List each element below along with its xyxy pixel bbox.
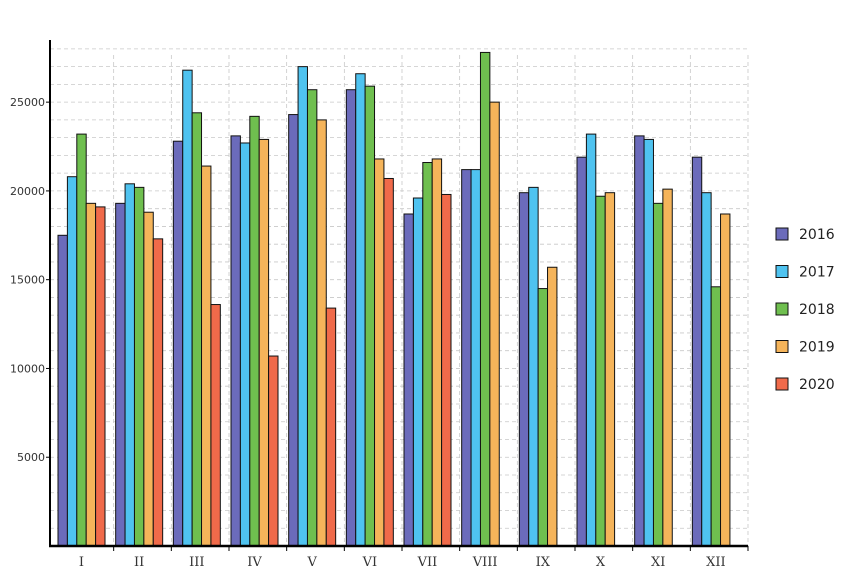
y-tick-label: 25000 (10, 96, 45, 109)
bar-2017-XI (643, 138, 654, 547)
bars (57, 51, 731, 547)
bar-2017-VI (355, 73, 366, 547)
legend-swatch-2018 (775, 302, 789, 316)
bar-2016-XII (691, 156, 703, 547)
gridlines (50, 48, 749, 546)
bar-2019-IX (547, 266, 558, 547)
bar-2017-VIII (470, 169, 481, 547)
bar-2018-III (191, 112, 203, 547)
axes (49, 40, 748, 548)
bar-2017-IX (528, 186, 539, 547)
bar-2019-III (201, 165, 212, 547)
bar-2016-V (288, 114, 299, 547)
bar-2018-XI (652, 202, 664, 547)
legend-swatch-2017 (775, 265, 789, 278)
x-tick-label: XII (706, 555, 726, 570)
bar-2018-X (595, 195, 606, 547)
bar-2020-III (210, 304, 221, 547)
bar-2016-IV (230, 135, 241, 547)
y-tick-label: 15000 (10, 274, 45, 287)
bar-2018-V (306, 89, 318, 547)
bar-2016-VIII (461, 169, 472, 547)
x-tick-label: VIII (472, 555, 498, 570)
bar-2016-II (115, 202, 126, 547)
y-tick-label: 10000 (10, 362, 45, 375)
x-tick-label: II (134, 555, 144, 570)
bar-2019-VI (374, 158, 385, 547)
x-tick-label: VI (362, 555, 378, 570)
bar-2020-IV (268, 355, 279, 547)
x-axis-ticks: I II III IV V VI VII VIII IX X XI XII (79, 546, 749, 570)
bar-2018-VII (422, 162, 433, 547)
y-tick-label: 5000 (17, 451, 45, 464)
x-tick-label: III (189, 555, 204, 570)
bar-2017-V (297, 66, 308, 547)
bar-2018-XII (710, 286, 722, 547)
bar-2019-IV (258, 138, 270, 547)
bar-2019-XII (720, 213, 731, 547)
x-tick-label: IV (247, 555, 262, 570)
bar-2017-II (124, 183, 135, 547)
bar-2020-I (95, 206, 106, 547)
bar-2016-XI (634, 135, 645, 547)
bar-2019-VIII (489, 101, 500, 547)
bar-2017-I (66, 176, 78, 547)
bar-2018-I (76, 133, 87, 547)
bar-2016-IX (518, 192, 530, 547)
bar-2020-II (152, 238, 164, 547)
bar-2016-I (57, 234, 68, 547)
y-axis-ticks: 5000 10000 15000 20000 25000 (10, 96, 50, 464)
bar-2017-VII (412, 197, 424, 547)
legend-label-2018: 2018 (799, 302, 835, 318)
bar-2019-VII (431, 158, 443, 547)
bar-2018-IV (249, 115, 260, 547)
bar-2016-III (172, 140, 184, 547)
bar-2020-VI (383, 177, 394, 547)
bar-2019-II (143, 211, 154, 547)
bar-2020-V (325, 307, 337, 547)
bar-2018-II (133, 186, 145, 547)
bar-2019-XI (662, 188, 673, 547)
x-tick-label: V (306, 555, 317, 570)
legend-label-2017: 2017 (799, 265, 835, 281)
x-tick-label: VII (417, 555, 438, 570)
x-tick-label: X (596, 555, 606, 570)
legend-swatch-2020 (775, 377, 789, 391)
bar-2016-X (576, 156, 587, 547)
bar-2017-X (585, 133, 597, 547)
x-tick-label: XI (651, 555, 665, 570)
bar-2017-III (182, 69, 193, 547)
bar-2019-X (604, 192, 616, 547)
bar-2017-XII (701, 192, 712, 547)
legend: 2016 2017 2018 2019 2020 (775, 227, 835, 393)
legend-label-2016: 2016 (799, 227, 835, 243)
legend-label-2020: 2020 (799, 377, 835, 393)
x-tick-label: I (79, 555, 84, 570)
bar-2018-IX (537, 288, 549, 547)
bar-2018-VI (364, 85, 376, 547)
x-tick-label: IX (536, 555, 551, 570)
bar-2016-VI (345, 89, 357, 547)
bar-2018-VIII (479, 51, 491, 547)
bar-2017-IV (239, 142, 251, 547)
bar-2016-VII (403, 213, 414, 547)
bar-2019-V (316, 119, 327, 547)
bar-2019-I (85, 202, 97, 547)
legend-label-2019: 2019 (799, 340, 835, 356)
legend-swatch-2019 (775, 340, 789, 353)
legend-swatch-2016 (775, 227, 789, 241)
y-tick-label: 20000 (10, 185, 45, 198)
bar-2020-VII (441, 193, 452, 547)
